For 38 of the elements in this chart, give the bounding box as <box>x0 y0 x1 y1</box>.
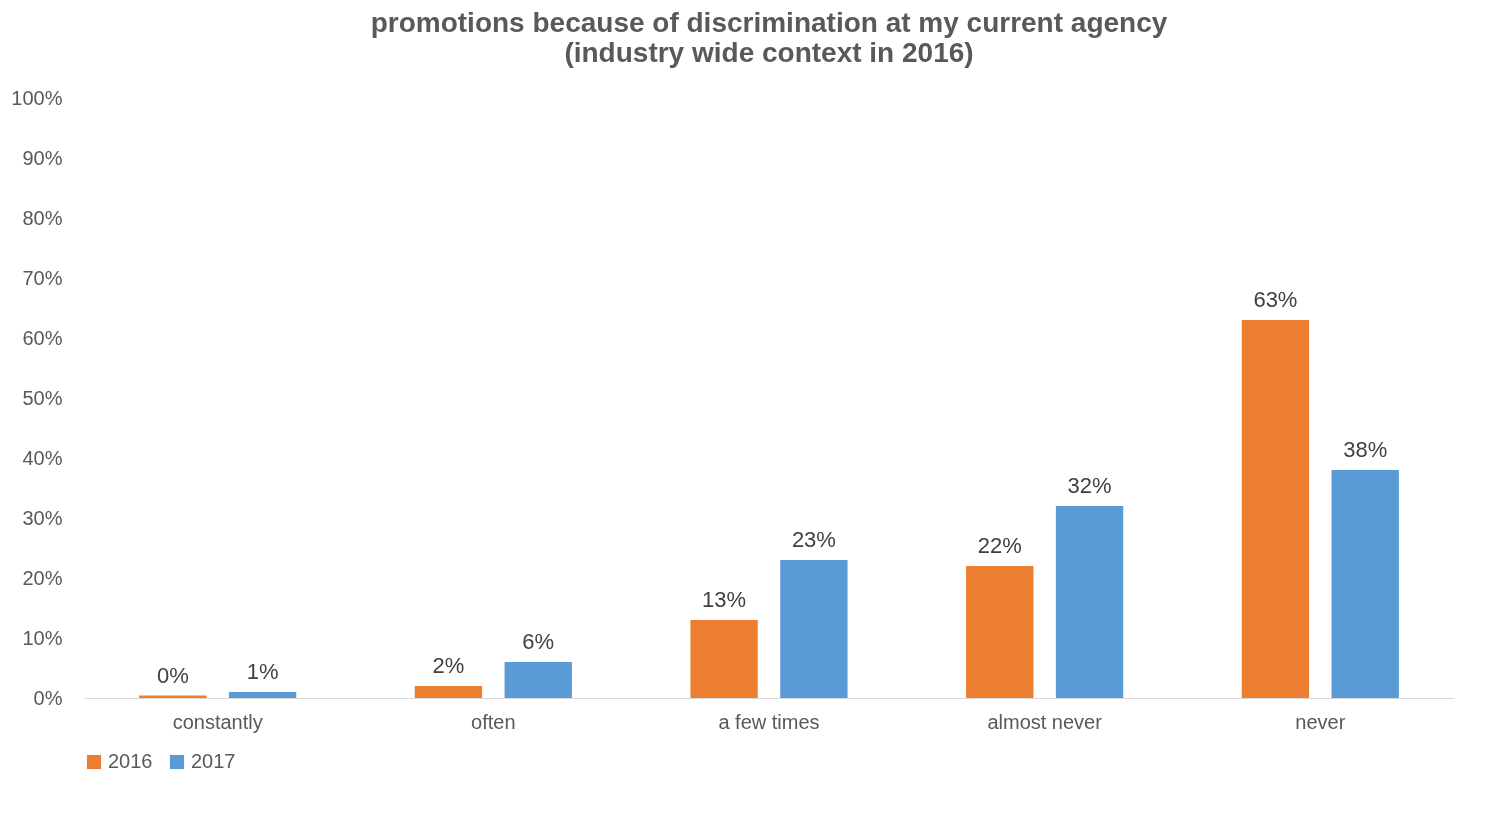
bar <box>414 686 483 698</box>
y-tick-label: 80% <box>22 206 63 229</box>
x-tick-label: never <box>1295 710 1346 733</box>
bar <box>966 566 1034 698</box>
data-label: 1% <box>246 659 279 684</box>
bar <box>1241 320 1310 698</box>
legend-label: 2016 <box>108 750 153 772</box>
x-tick-label: almost never <box>987 710 1103 733</box>
y-tick-label: 0% <box>33 686 63 709</box>
bar <box>690 620 758 698</box>
data-label: 63% <box>1253 287 1298 312</box>
y-tick-label: 10% <box>22 626 63 649</box>
y-tick-label: 40% <box>22 446 63 469</box>
y-tick-label: 60% <box>22 326 63 349</box>
bar <box>1331 470 1399 698</box>
y-tick-label: 50% <box>22 386 63 409</box>
data-label: 38% <box>1343 437 1388 462</box>
bar <box>228 692 297 698</box>
data-label: 6% <box>522 629 555 654</box>
y-tick-label: 20% <box>22 566 63 589</box>
chart-title: promotions because of discrimination at my current agency (industry wide context in 2016) <box>370 7 1168 68</box>
data-label: 2% <box>432 653 465 678</box>
y-tick-label: 100% <box>11 86 63 109</box>
x-tick-label: a few times <box>718 710 820 733</box>
y-tick-label: 70% <box>22 266 63 289</box>
x-tick-label: constantly <box>172 710 263 733</box>
bar <box>504 662 572 698</box>
data-label: 23% <box>791 527 836 552</box>
data-label: 32% <box>1067 473 1112 498</box>
x-tick-label: often <box>471 710 516 733</box>
bar <box>1055 506 1124 698</box>
data-label: 13% <box>702 587 747 612</box>
data-label: 0% <box>156 662 189 688</box>
bar <box>780 560 848 698</box>
data-label: 22% <box>977 533 1022 558</box>
legend-label: 2017 <box>191 750 236 772</box>
y-tick-label: 30% <box>22 506 63 529</box>
y-tick-label: 90% <box>22 146 63 169</box>
